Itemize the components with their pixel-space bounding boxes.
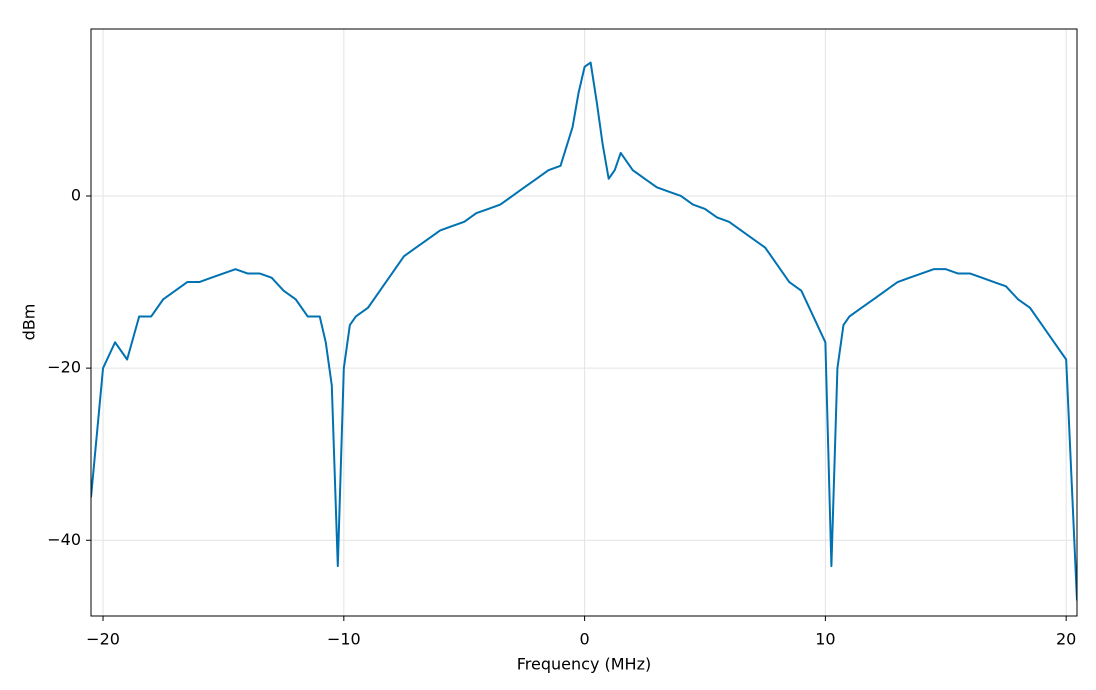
- x-tick-label: −10: [327, 630, 361, 649]
- plot-frame: [90, 28, 1078, 617]
- x-tick-label: −20: [86, 630, 120, 649]
- y-tick-label: 0: [71, 185, 81, 204]
- data-line: [91, 61, 1077, 601]
- y-axis-label: dBm: [20, 304, 39, 341]
- y-tick-label: −20: [47, 358, 81, 377]
- x-tick-label: 10: [815, 630, 835, 649]
- x-axis-label: Frequency (MHz): [517, 655, 651, 674]
- x-tick-label: 20: [1056, 630, 1076, 649]
- y-tick-label: −40: [47, 530, 81, 549]
- x-tick-label: 0: [580, 630, 590, 649]
